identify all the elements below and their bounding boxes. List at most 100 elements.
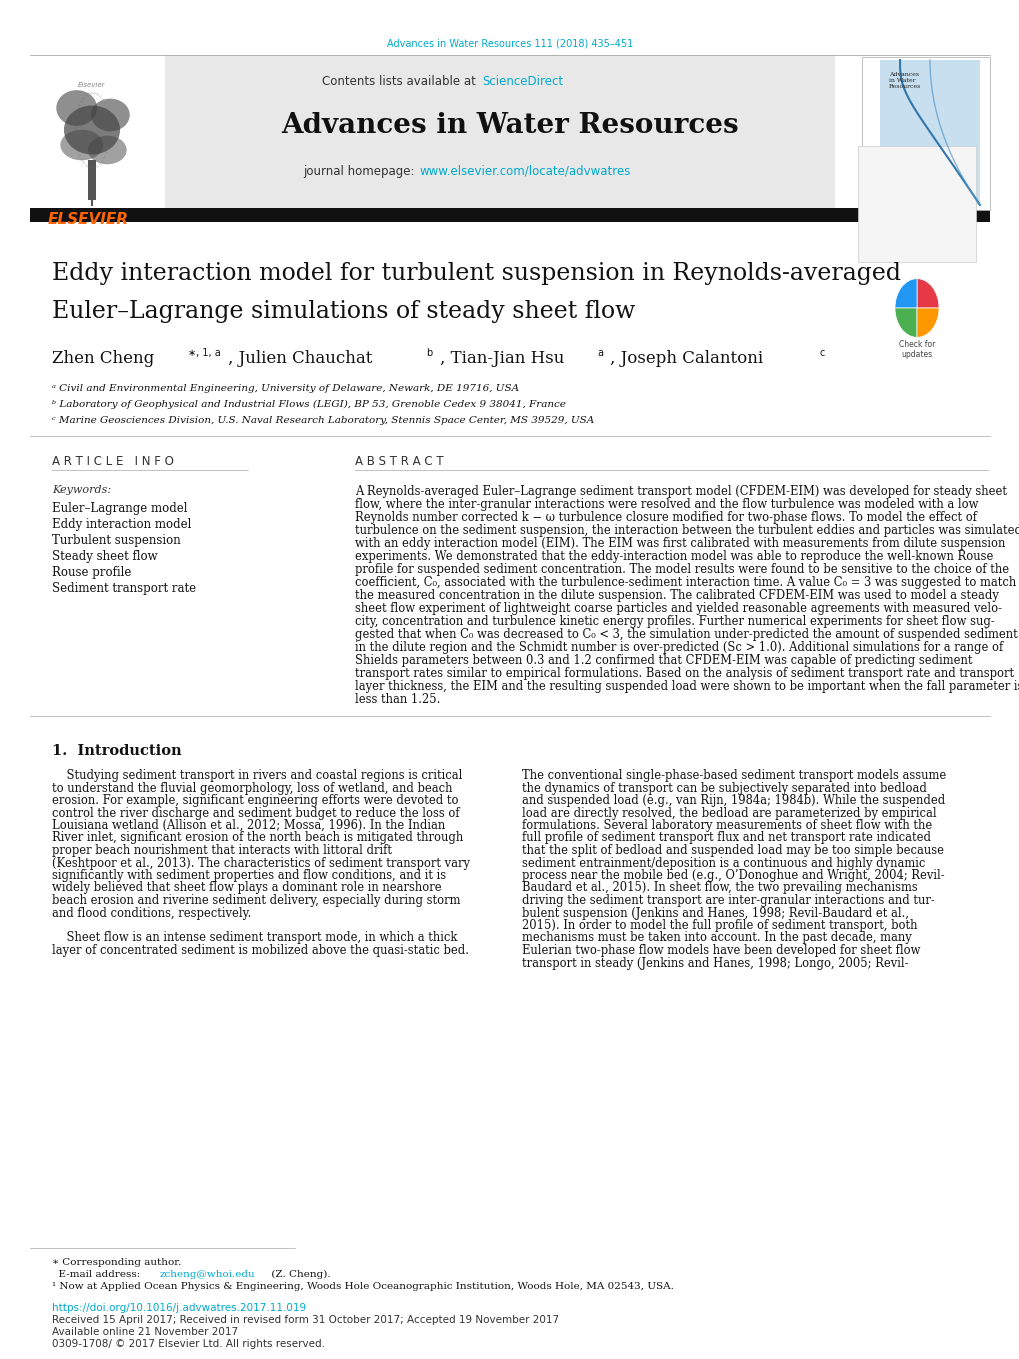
- Text: A B S T R A C T: A B S T R A C T: [355, 455, 443, 467]
- Text: layer of concentrated sediment is mobilized above the quasi-static bed.: layer of concentrated sediment is mobili…: [52, 945, 469, 957]
- Text: Sheet flow is an intense sediment transport mode, in which a thick: Sheet flow is an intense sediment transp…: [52, 931, 457, 945]
- Text: Euler–Lagrange simulations of steady sheet flow: Euler–Lagrange simulations of steady she…: [52, 300, 635, 323]
- Text: profile for suspended sediment concentration. The model results were found to be: profile for suspended sediment concentra…: [355, 563, 1008, 576]
- Text: full profile of sediment transport flux and net transport rate indicated: full profile of sediment transport flux …: [522, 832, 930, 844]
- Text: load are directly resolved, the bedload are parameterized by empirical: load are directly resolved, the bedload …: [522, 806, 935, 819]
- Text: a: a: [596, 348, 602, 357]
- Text: www.elsevier.com/locate/advwatres: www.elsevier.com/locate/advwatres: [420, 164, 631, 178]
- Text: Zhen Cheng: Zhen Cheng: [52, 351, 154, 367]
- Text: bulent suspension (Jenkins and Hanes, 1998; Revil-Baudard et al.,: bulent suspension (Jenkins and Hanes, 19…: [522, 906, 908, 920]
- Text: E-mail address:: E-mail address:: [52, 1271, 144, 1279]
- Text: erosion. For example, significant engineering efforts were devoted to: erosion. For example, significant engine…: [52, 794, 459, 807]
- Text: (Keshtpoor et al., 2013). The characteristics of sediment transport vary: (Keshtpoor et al., 2013). The characteri…: [52, 856, 470, 870]
- Text: , Julien Chauchat: , Julien Chauchat: [228, 351, 372, 367]
- Text: in the dilute region and the Schmidt number is over-predicted (Sc > 1.0). Additi: in the dilute region and the Schmidt num…: [355, 641, 1003, 654]
- Text: Steady sheet flow: Steady sheet flow: [52, 550, 158, 563]
- Text: experiments. We demonstrated that the eddy-interaction model was able to reprodu: experiments. We demonstrated that the ed…: [355, 550, 993, 563]
- Text: the measured concentration in the dilute suspension. The calibrated CFDEM-EIM wa: the measured concentration in the dilute…: [355, 588, 998, 602]
- Text: c: c: [819, 348, 824, 357]
- Text: zcheng@whoi.edu: zcheng@whoi.edu: [160, 1271, 256, 1279]
- Text: less than 1.25.: less than 1.25.: [355, 693, 440, 705]
- Text: driving the sediment transport are inter-granular interactions and tur-: driving the sediment transport are inter…: [522, 894, 933, 906]
- Text: the dynamics of transport can be subjectively separated into bedload: the dynamics of transport can be subject…: [522, 781, 926, 795]
- Text: The conventional single-phase-based sediment transport models assume: The conventional single-phase-based sedi…: [522, 769, 946, 781]
- Text: ELSEVIER: ELSEVIER: [48, 212, 128, 227]
- Text: ¹ Now at Applied Ocean Physics & Engineering, Woods Hole Oceanographic Instituti: ¹ Now at Applied Ocean Physics & Enginee…: [52, 1282, 674, 1291]
- Bar: [165, 54, 835, 211]
- Text: that the split of bedload and suspended load may be too simple because: that the split of bedload and suspended …: [522, 844, 943, 858]
- Bar: [88, 160, 96, 200]
- Ellipse shape: [56, 90, 97, 126]
- Text: Available online 21 November 2017: Available online 21 November 2017: [52, 1326, 237, 1337]
- Text: 2015). In order to model the full profile of sediment transport, both: 2015). In order to model the full profil…: [522, 919, 917, 932]
- Text: transport rates similar to empirical formulations. Based on the analysis of sedi: transport rates similar to empirical for…: [355, 667, 1013, 680]
- Text: Sediment transport rate: Sediment transport rate: [52, 582, 196, 595]
- Ellipse shape: [88, 136, 126, 164]
- Text: , Joseph Calantoni: , Joseph Calantoni: [609, 351, 762, 367]
- Text: Turbulent suspension: Turbulent suspension: [52, 534, 180, 548]
- Ellipse shape: [91, 99, 129, 132]
- Text: https://doi.org/10.1016/j.advwatres.2017.11.019: https://doi.org/10.1016/j.advwatres.2017…: [52, 1303, 306, 1313]
- Text: Studying sediment transport in rivers and coastal regions is critical: Studying sediment transport in rivers an…: [52, 769, 462, 781]
- Text: city, concentration and turbulence kinetic energy profiles. Further numerical ex: city, concentration and turbulence kinet…: [355, 616, 994, 628]
- Wedge shape: [916, 308, 938, 337]
- Text: b: b: [426, 348, 432, 357]
- Text: turbulence on the sediment suspension, the interaction between the turbulent edd: turbulence on the sediment suspension, t…: [355, 525, 1019, 537]
- Text: 0309-1708/ © 2017 Elsevier Ltd. All rights reserved.: 0309-1708/ © 2017 Elsevier Ltd. All righ…: [52, 1339, 325, 1349]
- Text: (Z. Cheng).: (Z. Cheng).: [268, 1271, 330, 1279]
- Text: Keywords:: Keywords:: [52, 485, 111, 495]
- Text: ᵃ Civil and Environmental Engineering, University of Delaware, Newark, DE 19716,: ᵃ Civil and Environmental Engineering, U…: [52, 385, 519, 393]
- Text: Advances in Water Resources 111 (2018) 435–451: Advances in Water Resources 111 (2018) 4…: [386, 38, 633, 48]
- Bar: [879, 60, 979, 205]
- Text: journal homepage:: journal homepage:: [303, 164, 418, 178]
- Text: with an eddy interaction model (EIM). The EIM was first calibrated with measurem: with an eddy interaction model (EIM). Th…: [355, 537, 1005, 550]
- Text: River inlet, significant erosion of the north beach is mitigated through: River inlet, significant erosion of the …: [52, 832, 463, 844]
- Text: proper beach nourishment that interacts with littoral drift: proper beach nourishment that interacts …: [52, 844, 391, 858]
- Text: to understand the fluvial geomorphology, loss of wetland, and beach: to understand the fluvial geomorphology,…: [52, 781, 452, 795]
- Text: gested that when C₀ was decreased to C₀ < 3, the simulation under-predicted the : gested that when C₀ was decreased to C₀ …: [355, 628, 1017, 641]
- Text: ScienceDirect: ScienceDirect: [482, 75, 562, 88]
- Wedge shape: [894, 308, 916, 337]
- Text: ᵇ Laboratory of Geophysical and Industrial Flows (LEGI), BP 53, Grenoble Cedex 9: ᵇ Laboratory of Geophysical and Industri…: [52, 400, 566, 409]
- Text: ∗ Corresponding author.: ∗ Corresponding author.: [52, 1258, 181, 1267]
- Text: Shields parameters between 0.3 and 1.2 confirmed that CFDEM-EIM was capable of p: Shields parameters between 0.3 and 1.2 c…: [355, 654, 971, 667]
- Text: Eddy interaction model: Eddy interaction model: [52, 518, 192, 531]
- Text: Euler–Lagrange model: Euler–Lagrange model: [52, 501, 187, 515]
- Text: ∗, 1, a: ∗, 1, a: [187, 348, 220, 357]
- Text: coefficient, C₀, associated with the turbulence-sediment interaction time. A val: coefficient, C₀, associated with the tur…: [355, 576, 1015, 588]
- Text: significantly with sediment properties and flow conditions, and it is: significantly with sediment properties a…: [52, 868, 445, 882]
- Text: and suspended load (e.g., van Rijn, 1984a; 1984b). While the suspended: and suspended load (e.g., van Rijn, 1984…: [522, 794, 945, 807]
- Text: layer thickness, the EIM and the resulting suspended load were shown to be impor: layer thickness, the EIM and the resulti…: [355, 680, 1019, 693]
- Wedge shape: [916, 279, 938, 308]
- Text: sheet flow experiment of lightweight coarse particles and yielded reasonable agr: sheet flow experiment of lightweight coa…: [355, 602, 1001, 616]
- Text: A Reynolds-averaged Euler–Lagrange sediment transport model (CFDEM-EIM) was deve: A Reynolds-averaged Euler–Lagrange sedim…: [355, 485, 1006, 497]
- Wedge shape: [894, 279, 916, 308]
- Ellipse shape: [64, 106, 120, 155]
- Text: formulations. Several laboratory measurements of sheet flow with the: formulations. Several laboratory measure…: [522, 819, 931, 832]
- Bar: [857, 145, 975, 262]
- Text: Advances
in Water
Resources: Advances in Water Resources: [888, 72, 920, 90]
- Text: process near the mobile bed (e.g., O’Donoghue and Wright, 2004; Revil-: process near the mobile bed (e.g., O’Don…: [522, 868, 944, 882]
- Text: Eulerian two-phase flow models have been developed for sheet flow: Eulerian two-phase flow models have been…: [522, 945, 919, 957]
- Text: Received 15 April 2017; Received in revised form 31 October 2017; Accepted 19 No: Received 15 April 2017; Received in revi…: [52, 1316, 558, 1325]
- Text: ᶜ Marine Geosciences Division, U.S. Naval Research Laboratory, Stennis Space Cen: ᶜ Marine Geosciences Division, U.S. Nava…: [52, 416, 594, 425]
- Bar: [861, 57, 989, 211]
- Text: Elsevier: Elsevier: [78, 82, 106, 88]
- Ellipse shape: [60, 129, 103, 160]
- Text: Contents lists available at: Contents lists available at: [322, 75, 480, 88]
- Text: flow, where the inter-granular interactions were resolved and the flow turbulenc: flow, where the inter-granular interacti…: [355, 497, 977, 511]
- Text: control the river discharge and sediment budget to reduce the loss of: control the river discharge and sediment…: [52, 806, 460, 819]
- Text: transport in steady (Jenkins and Hanes, 1998; Longo, 2005; Revil-: transport in steady (Jenkins and Hanes, …: [522, 957, 908, 969]
- Text: Advances in Water Resources: Advances in Water Resources: [281, 111, 738, 139]
- Text: mechanisms must be taken into account. In the past decade, many: mechanisms must be taken into account. I…: [522, 931, 911, 945]
- Text: Louisiana wetland (Allison et al., 2012; Mossa, 1996). In the Indian: Louisiana wetland (Allison et al., 2012;…: [52, 819, 445, 832]
- Text: Baudard et al., 2015). In sheet flow, the two prevailing mechanisms: Baudard et al., 2015). In sheet flow, th…: [522, 882, 917, 894]
- Text: Rouse profile: Rouse profile: [52, 565, 131, 579]
- Bar: [30, 208, 989, 222]
- Text: Eddy interaction model for turbulent suspension in Reynolds-averaged: Eddy interaction model for turbulent sus…: [52, 262, 900, 285]
- Text: beach erosion and riverine sediment delivery, especially during storm: beach erosion and riverine sediment deli…: [52, 894, 460, 906]
- Text: A R T I C L E   I N F O: A R T I C L E I N F O: [52, 455, 173, 467]
- Text: sediment entrainment/deposition is a continuous and highly dynamic: sediment entrainment/deposition is a con…: [522, 856, 924, 870]
- Text: 1.  Introduction: 1. Introduction: [52, 743, 181, 758]
- Text: , Tian-Jian Hsu: , Tian-Jian Hsu: [439, 351, 564, 367]
